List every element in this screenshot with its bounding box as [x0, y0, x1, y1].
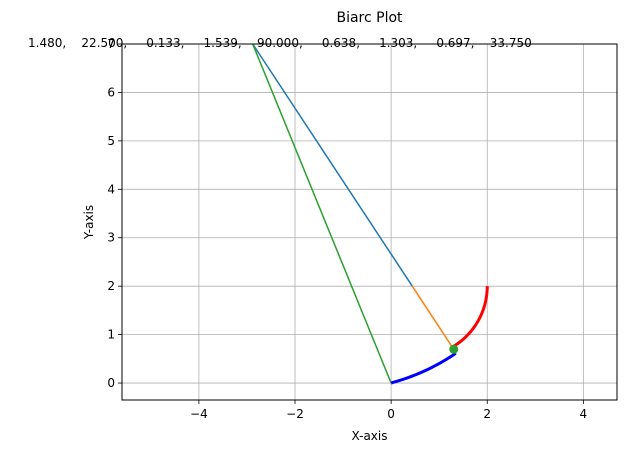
series-5-arc [452, 286, 489, 350]
chart-title: Biarc Plot [336, 10, 403, 26]
y-tick-label: 2 [107, 279, 115, 293]
y-tick-label: 0 [107, 376, 115, 390]
x-tick-label: 0 [387, 407, 395, 421]
y-tick-label: 1 [107, 328, 115, 342]
x-tick-label: 2 [483, 407, 491, 421]
series-2-line [411, 285, 455, 350]
junction-point-marker [449, 344, 459, 354]
y-tick-label: 3 [107, 231, 115, 245]
plot-lines [252, 43, 489, 385]
series-4-arc [390, 348, 457, 385]
y-tick-label: 4 [107, 182, 115, 196]
series-1-line [252, 43, 413, 287]
y-axis-ticks: 0 1 2 3 4 5 6 7 [107, 37, 122, 390]
x-tick-label: −4 [190, 407, 208, 421]
x-axis-ticks: −4 −2 0 2 4 [190, 400, 587, 421]
y-tick-label: 5 [107, 134, 115, 148]
y-tick-label: 6 [107, 85, 115, 99]
grid [122, 43, 617, 400]
series-3-line [252, 43, 392, 384]
parameter-annotation: 1.480, 22.500, 0.133, 1.539, 90.000, 0.6… [28, 36, 532, 50]
axes-frame [121, 43, 618, 401]
x-tick-label: −2 [286, 407, 304, 421]
y-tick-label: 7 [107, 37, 115, 51]
x-axis-label: X-axis [352, 429, 388, 443]
y-axis-label: Y-axis [82, 205, 96, 240]
x-tick-label: 4 [580, 407, 588, 421]
